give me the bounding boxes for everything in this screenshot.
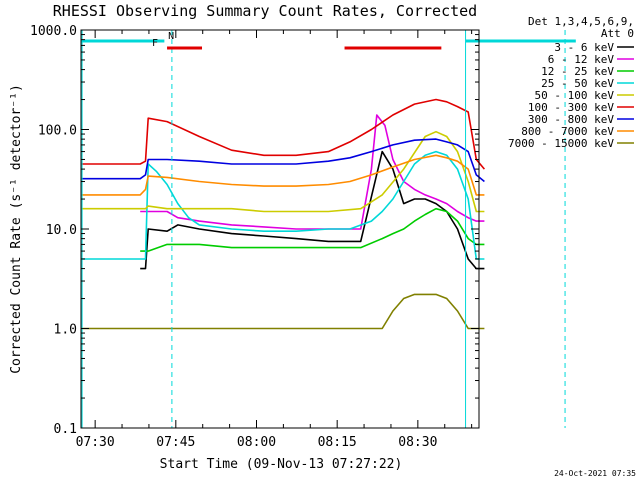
legend-label-1: 6 - 12 keV [548, 53, 615, 66]
legend-label-3: 25 - 50 keV [541, 77, 614, 90]
legend-header-line-2: Att 0 [601, 27, 634, 40]
series-line-0 [140, 150, 485, 270]
legend-label-0: 3 - 6 keV [554, 41, 614, 54]
footer-date: 24-Oct-2021 07:35 [554, 469, 636, 478]
chart-title: RHESSI Observing Summary Count Rates, Co… [53, 2, 477, 20]
series-line-6 [81, 138, 485, 183]
x-tick-label-3: 08:15 [318, 435, 357, 450]
y-tick-label-2: 10.0 [46, 223, 77, 238]
legend-label-8: 7000 - 15000 keV [508, 137, 614, 150]
x-axis-label: Start Time (09-Nov-13 07:27:22) [160, 457, 403, 472]
flag-label-F: F [152, 38, 158, 49]
y-axis-label: Corrected Count Rate (s⁻¹ detector⁻¹) [9, 84, 24, 374]
x-tick-label-2: 08:00 [237, 435, 276, 450]
series-line-3 [81, 150, 485, 260]
legend-label-7: 800 - 7000 keV [521, 125, 614, 138]
x-tick-label-0: 07:30 [76, 435, 115, 450]
legend-label-6: 300 - 800 keV [528, 113, 614, 126]
series-line-7 [81, 154, 485, 196]
legend-label-4: 50 - 100 keV [535, 89, 615, 102]
series-line-2 [140, 207, 485, 252]
x-tick-label-4: 08:30 [398, 435, 437, 450]
legend-header-line-1: Det 1,3,4,5,6,9, [528, 15, 634, 28]
legend-label-2: 12 - 25 keV [541, 65, 614, 78]
y-tick-label-3: 100.0 [38, 124, 77, 139]
axes: 0.1 1.0 10.0 100.0 1000.0 07:30 07:45 08:00 08:1… [30, 24, 479, 450]
series-line-1 [140, 114, 485, 230]
x-tick-label-1: 07:45 [156, 435, 195, 450]
legend-label-5: 100 - 300 keV [528, 101, 614, 114]
y-tick-label-1: 1.0 [54, 323, 77, 338]
series-line-8 [81, 293, 485, 330]
y-tick-label-4: 1000.0 [30, 24, 77, 39]
series-line-4 [81, 130, 485, 213]
y-tick-label-0: 0.1 [54, 422, 77, 437]
flag-label-N: N [168, 31, 174, 42]
series-line-5 [81, 98, 486, 170]
